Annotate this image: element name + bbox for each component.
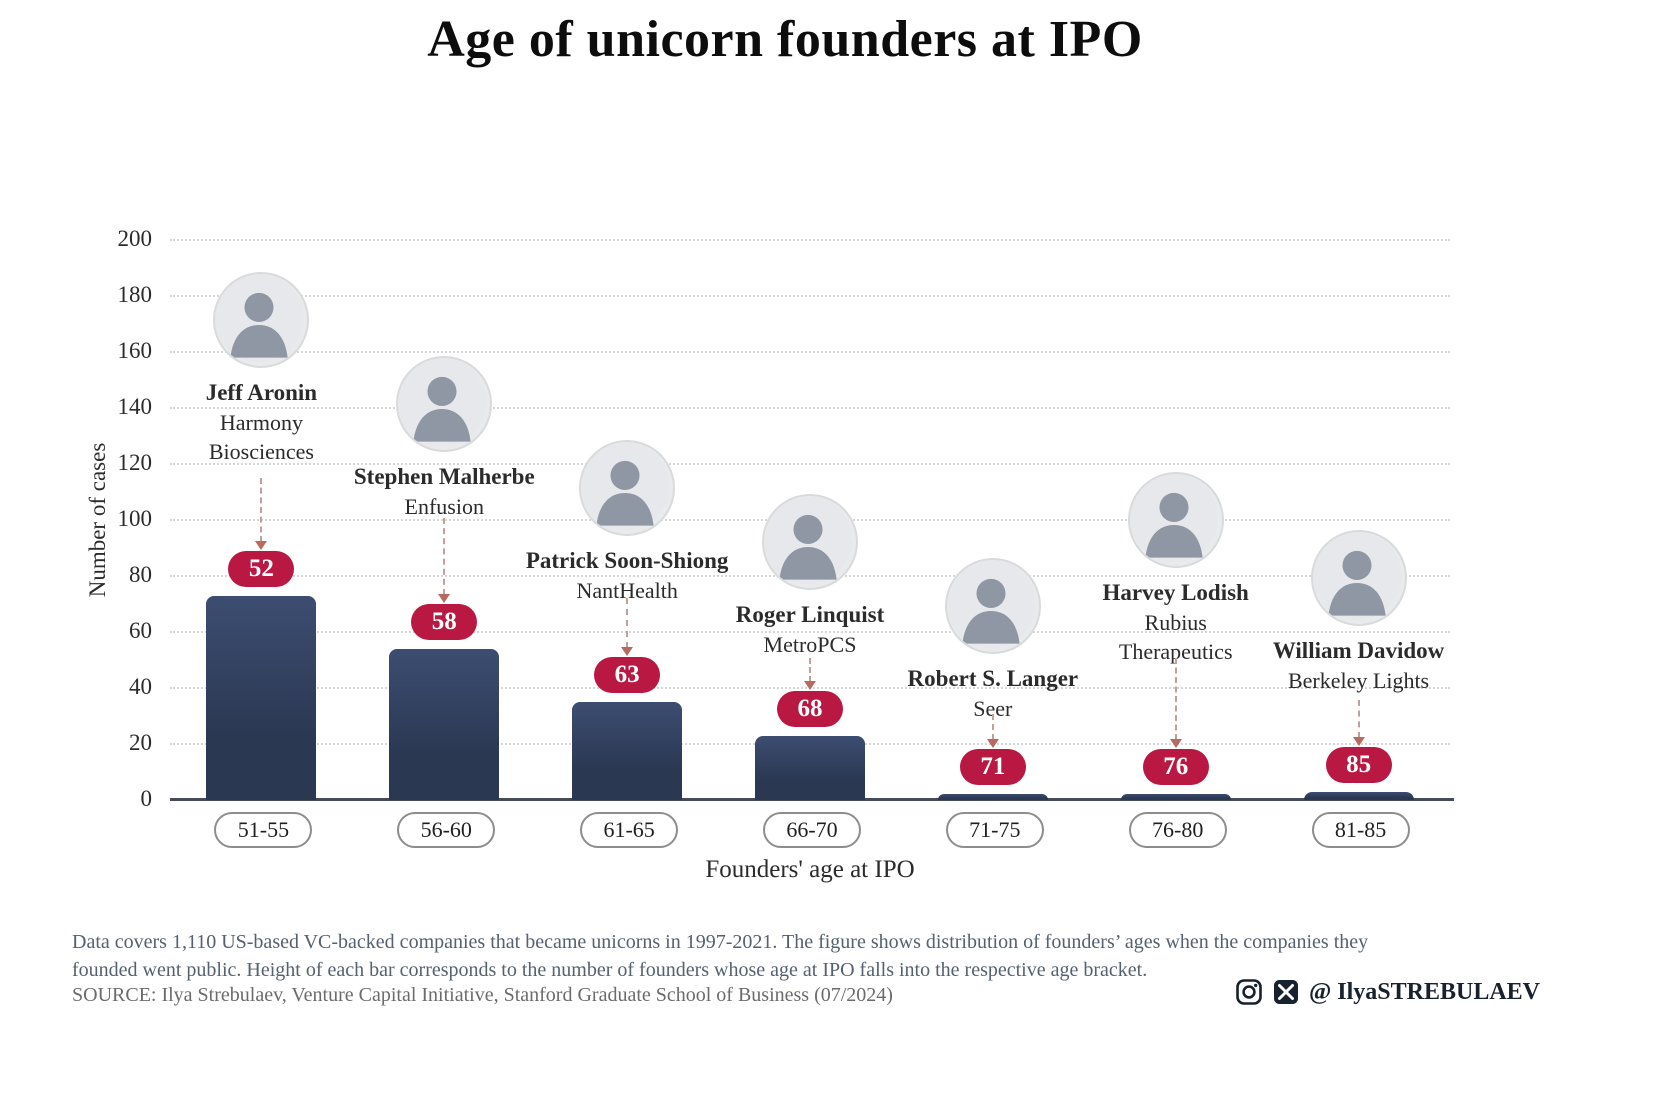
y-tick-label: 200 xyxy=(117,226,153,251)
annotation-arrowhead xyxy=(986,739,999,749)
bar-81-85 xyxy=(1303,791,1414,800)
annotation-arrow-line xyxy=(991,714,994,741)
annotation-arrowhead xyxy=(804,680,816,690)
y-tick-label: 0 xyxy=(140,786,153,811)
x-axis-label: Founders' age at IPO xyxy=(705,856,915,883)
y-tick-label: 120 xyxy=(117,450,153,475)
age-badge: 52 xyxy=(228,550,295,587)
bar-66-70 xyxy=(755,735,865,800)
founder-photo xyxy=(1127,472,1224,568)
bar-56-60 xyxy=(389,648,500,800)
age-badge: 68 xyxy=(777,690,843,727)
gridline xyxy=(170,407,1450,409)
founder-company: MetroPCS xyxy=(763,632,857,657)
y-tick-label: 40 xyxy=(129,674,152,699)
gridline xyxy=(170,631,1450,633)
founder-annotation: Patrick Soon-Shiong NantHealth xyxy=(497,440,757,605)
age-badge: 76 xyxy=(1142,749,1209,786)
social-links: @ IlyaSTREBULAEV xyxy=(1235,978,1540,1006)
founder-name: Robert S. Langer xyxy=(907,666,1079,691)
gridline xyxy=(170,463,1450,465)
age-badge: 85 xyxy=(1325,746,1392,783)
y-tick-label: 20 xyxy=(129,730,152,755)
founder-photo xyxy=(396,356,493,452)
bar-76-80 xyxy=(1120,794,1231,800)
y-tick-label: 80 xyxy=(129,562,152,587)
founder-annotation: Roger Linquist MetroPCS xyxy=(680,494,940,659)
age-badge: 71 xyxy=(959,749,1026,786)
founder-annotation: Harvey Lodish Rubius Therapeutics xyxy=(1046,472,1306,666)
x-tick-pill: 76-80 xyxy=(1128,812,1227,848)
bar-71-75 xyxy=(937,794,1048,800)
founder-photo xyxy=(213,272,310,368)
founder-company: Berkeley Lights xyxy=(1287,668,1430,693)
y-tick-label: 140 xyxy=(117,394,153,419)
social-handle[interactable]: @ IlyaSTREBULAEV xyxy=(1308,978,1540,1005)
age-badge: 58 xyxy=(411,603,478,640)
gridline xyxy=(170,239,1450,241)
founder-annotation: William Davidow Berkeley Lights xyxy=(1229,530,1489,695)
founder-name: William Davidow xyxy=(1272,638,1445,663)
x-tick-pill: 81-85 xyxy=(1311,812,1410,848)
y-tick-label: 160 xyxy=(117,338,153,363)
annotation-arrowhead xyxy=(438,593,451,603)
founder-company: Enfusion xyxy=(404,494,484,519)
x-tick-pill: 71-75 xyxy=(945,812,1044,848)
founder-name: Patrick Soon-Shiong xyxy=(525,548,729,573)
gridline xyxy=(170,351,1450,353)
instagram-icon[interactable] xyxy=(1235,978,1263,1006)
chart-title: Age of unicorn founders at IPO xyxy=(427,11,1143,68)
footnote-text: Data covers 1,110 US-based VC-backed com… xyxy=(72,931,1369,981)
y-tick-label: 100 xyxy=(117,506,153,531)
gridline xyxy=(170,295,1450,297)
x-tick-pill: 56-60 xyxy=(397,812,496,848)
founder-photo xyxy=(579,440,676,536)
x-icon[interactable] xyxy=(1272,978,1300,1006)
annotation-arrow-line xyxy=(1357,700,1360,738)
x-tick-pill: 61-65 xyxy=(580,812,679,848)
annotation-arrow-line xyxy=(809,658,811,682)
founder-photo xyxy=(1310,530,1407,626)
founder-name: Roger Linquist xyxy=(735,602,885,627)
founder-name: Harvey Lodish xyxy=(1102,580,1249,605)
annotation-arrow-line xyxy=(1174,658,1177,741)
x-tick-pill: 66-70 xyxy=(763,812,861,848)
founder-name: Jeff Aronin xyxy=(205,380,318,405)
founder-company: Harmony Biosciences xyxy=(208,410,314,464)
annotation-arrow-line xyxy=(260,478,263,542)
age-badge: 63 xyxy=(594,657,661,693)
annotation-arrowhead xyxy=(621,647,634,656)
founder-annotation: Jeff Aronin Harmony Biosciences xyxy=(131,272,391,466)
y-tick-label: 180 xyxy=(117,282,153,307)
bar-51-55 xyxy=(206,595,317,800)
source-text: SOURCE: Ilya Strebulaev, Venture Capital… xyxy=(72,984,893,1006)
founder-photo xyxy=(762,494,858,590)
y-tick-label: 60 xyxy=(129,618,152,643)
annotation-arrow-line xyxy=(626,598,629,648)
annotation-arrowhead xyxy=(1352,736,1365,746)
x-tick-pill: 51-55 xyxy=(214,812,313,848)
founder-annotation: Stephen Malherbe Enfusion xyxy=(314,356,574,521)
annotation-arrowhead xyxy=(255,540,268,550)
annotation-arrowhead xyxy=(1169,739,1182,749)
founder-name: Stephen Malherbe xyxy=(353,464,535,489)
annotation-arrow-line xyxy=(443,518,446,595)
bar-61-65 xyxy=(572,702,683,800)
founder-photo xyxy=(944,558,1041,654)
founder-annotation: Robert S. Langer Seer xyxy=(863,558,1123,723)
